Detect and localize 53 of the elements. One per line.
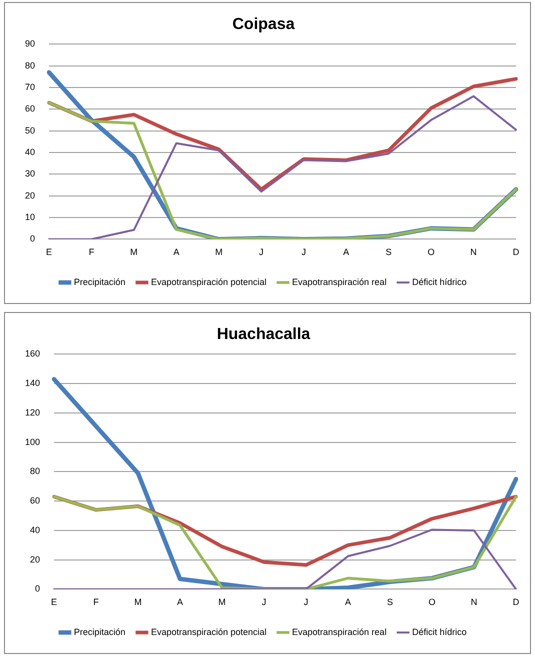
x-tick-label: N — [470, 247, 477, 258]
x-tick-label: A — [177, 597, 184, 608]
x-tick-label: A — [345, 597, 352, 608]
chart-title: Huachacalla — [216, 326, 310, 344]
legend-label: Precipitación — [74, 276, 126, 287]
x-tick-label: O — [428, 597, 436, 608]
y-tick-label: 20 — [30, 554, 40, 564]
x-tick-label: N — [470, 597, 478, 608]
x-tick-label: E — [46, 247, 52, 258]
x-tick-label: F — [88, 247, 95, 258]
legend-label: Evapotranspiración real — [292, 626, 387, 637]
legend-label: Evapotranspiración potencial — [150, 276, 267, 287]
x-tick-label: O — [428, 247, 435, 258]
y-tick-label: 70 — [24, 82, 36, 92]
y-tick-label: 160 — [24, 348, 40, 359]
legend-label: Evapotranspiración potencial — [150, 626, 267, 637]
y-tick-label: 0 — [30, 234, 36, 244]
x-tick-label: M — [218, 597, 226, 608]
y-tick-label: 30 — [24, 168, 36, 179]
legend-label: Precipitación — [74, 626, 126, 637]
y-tick-label: 50 — [24, 125, 36, 136]
y-tick-label: 80 — [30, 466, 40, 476]
y-tick-label: 90 — [24, 38, 36, 49]
y-tick-label: 40 — [24, 147, 36, 158]
y-tick-label: 120 — [24, 407, 40, 418]
y-tick-label: 100 — [24, 436, 40, 447]
x-tick-label: F — [93, 597, 100, 608]
x-tick-label: A — [173, 247, 180, 258]
x-tick-label: D — [512, 597, 520, 608]
y-tick-label: 60 — [24, 104, 36, 114]
x-tick-label: M — [134, 597, 142, 608]
y-tick-label: 20 — [24, 190, 36, 200]
y-tick-label: 0 — [35, 584, 40, 594]
legend-label: Déficit hídrico — [412, 276, 467, 287]
x-tick-label: D — [512, 247, 520, 258]
x-tick-label: J — [301, 247, 306, 258]
chart-title: Coipasa — [232, 16, 295, 34]
x-tick-label: J — [259, 247, 264, 258]
x-tick-label: M — [215, 247, 223, 258]
x-tick-label: S — [386, 247, 392, 258]
x-tick-label: A — [343, 247, 350, 258]
y-tick-label: 10 — [24, 212, 36, 222]
legend-label: Evapotranspiración real — [292, 276, 387, 287]
x-tick-label: J — [304, 597, 308, 608]
x-tick-label: S — [386, 597, 394, 608]
y-tick-label: 40 — [30, 524, 40, 535]
y-tick-label: 140 — [24, 378, 40, 388]
x-tick-label: J — [262, 597, 266, 608]
y-tick-label: 60 — [30, 496, 40, 506]
y-tick-label: 80 — [24, 60, 36, 70]
legend-label: Déficit hídrico — [412, 626, 467, 637]
x-tick-label: E — [51, 597, 58, 608]
x-tick-label: M — [130, 247, 138, 258]
